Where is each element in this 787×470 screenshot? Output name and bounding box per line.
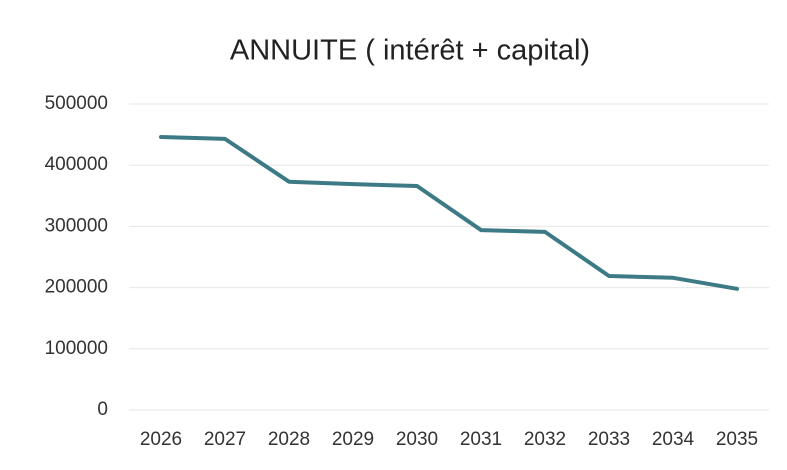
- x-tick-label: 2034: [652, 429, 695, 450]
- y-tick-label: 100000: [45, 338, 108, 359]
- x-tick-label: 2030: [396, 429, 438, 450]
- chart-title: ANNUITE ( intérêt + capital): [230, 35, 590, 67]
- x-tick-label: 2035: [716, 429, 758, 450]
- y-tick-label: 200000: [45, 277, 108, 298]
- line: [159, 135, 739, 291]
- y-tick-label: 300000: [45, 215, 108, 236]
- y-tick-label: 0: [97, 399, 108, 420]
- x-tick-label: 2026: [140, 429, 182, 450]
- y-tick-label: 500000: [45, 93, 108, 114]
- x-tick-label: 2033: [588, 429, 630, 450]
- x-tick-label: 2032: [524, 429, 566, 450]
- x-tick-label: 2028: [268, 429, 310, 450]
- y-tick-label: 400000: [45, 154, 108, 175]
- x-tick-label: 2031: [460, 429, 502, 450]
- x-tick-label: 2027: [204, 429, 246, 450]
- x-tick-label: 2029: [332, 429, 374, 450]
